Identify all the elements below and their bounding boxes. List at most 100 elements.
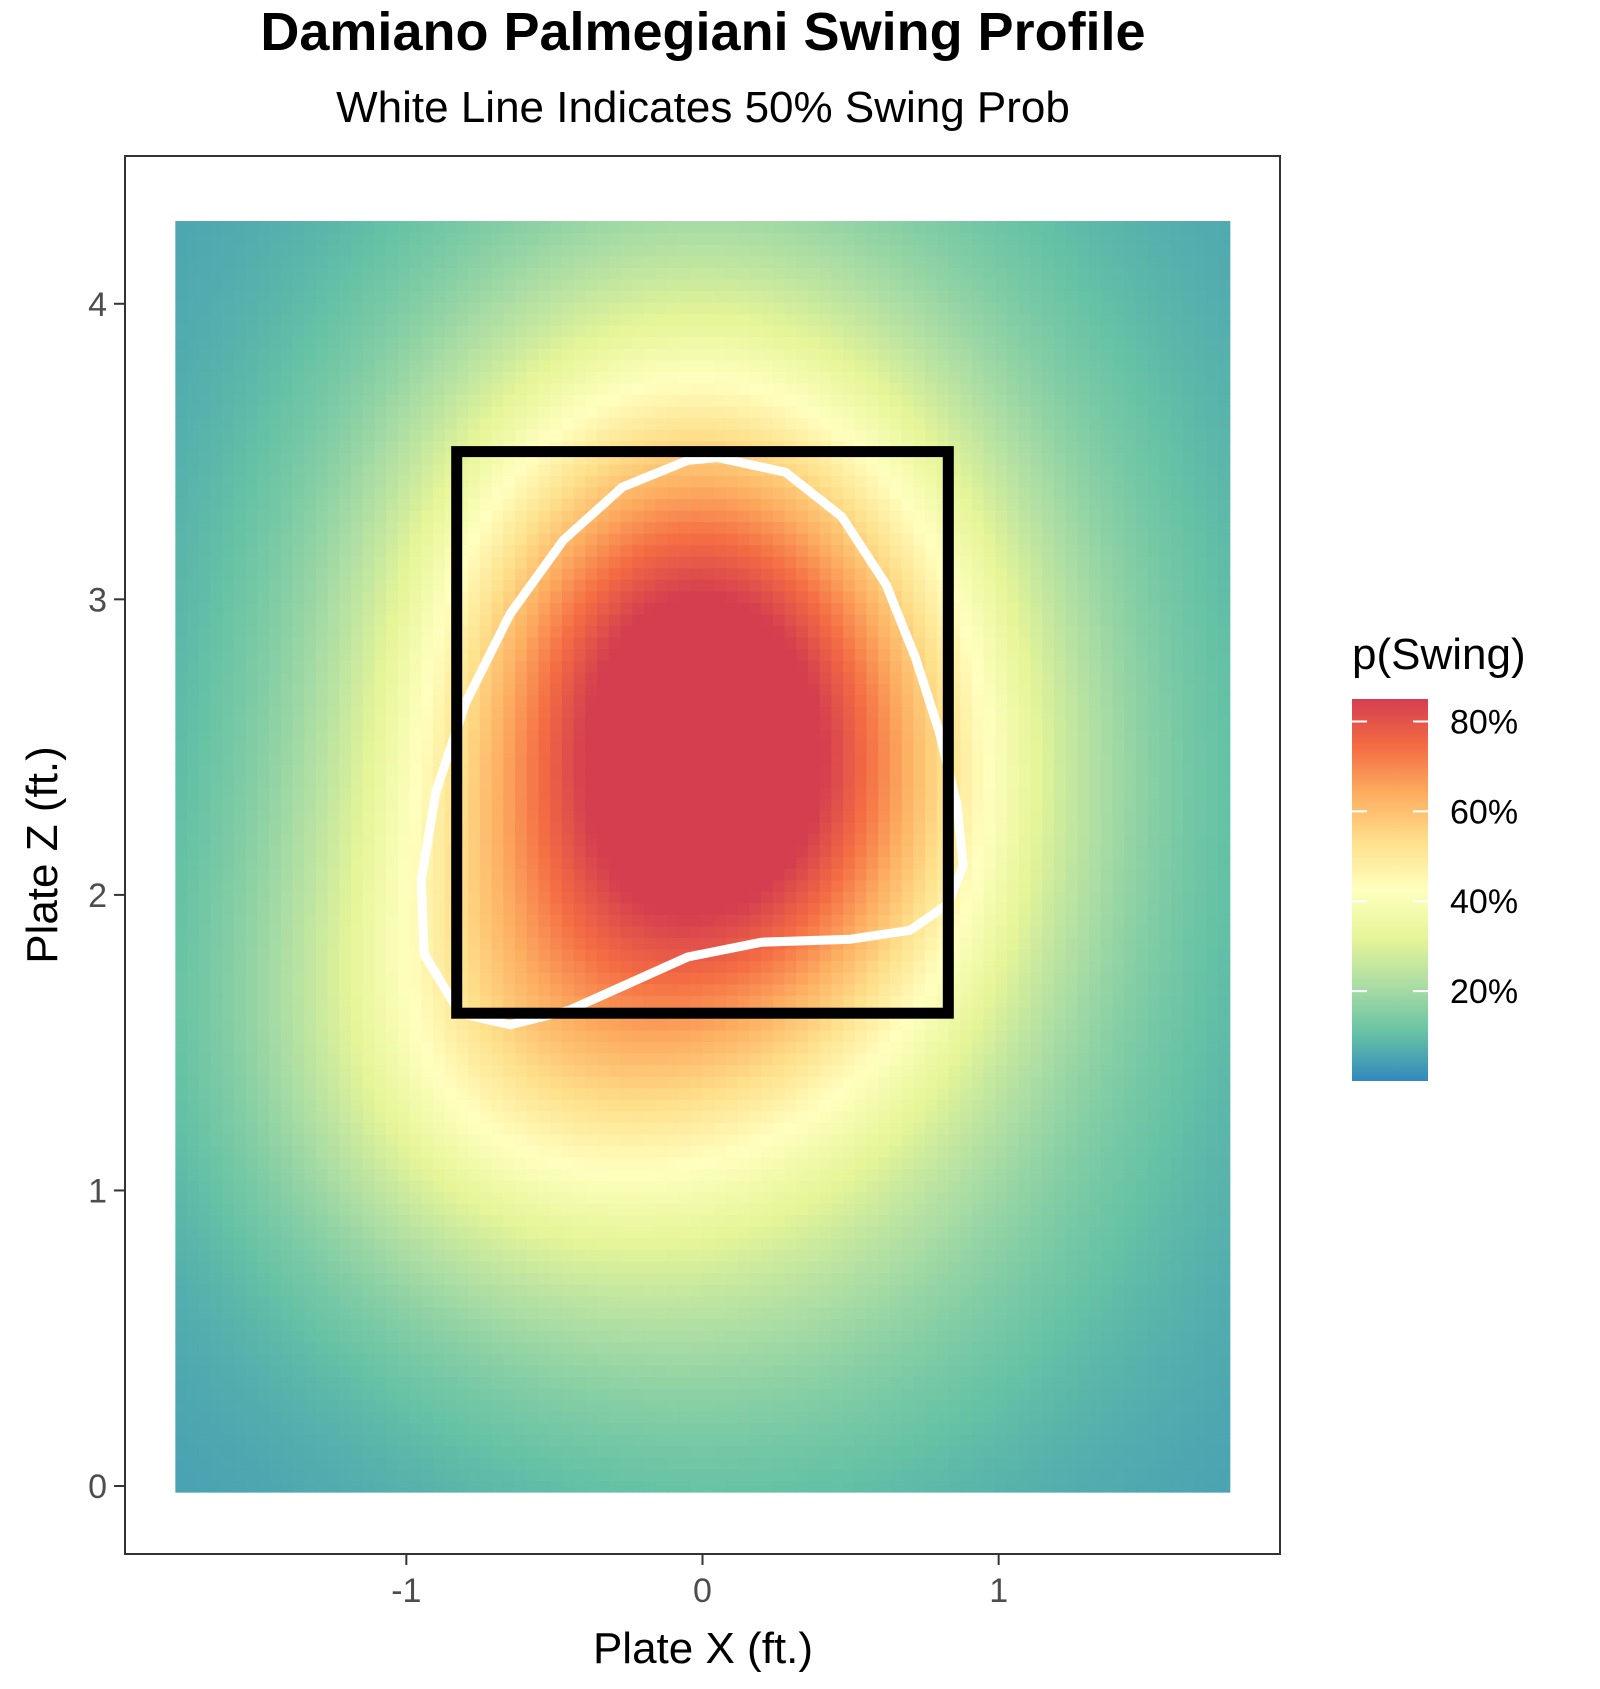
heat-tile (362, 1156, 376, 1170)
heat-tile (304, 983, 317, 996)
heat-tile (351, 1249, 364, 1262)
heat-tile (679, 1237, 692, 1250)
heat-tile (292, 960, 305, 973)
heat-tile (245, 948, 259, 962)
heat-tile (456, 405, 469, 419)
heat-tile (351, 775, 364, 788)
heat-tile (491, 1318, 505, 1331)
heat-tile (561, 636, 575, 650)
heat-tile (550, 1133, 563, 1147)
heat-tile (679, 844, 692, 858)
heat-tile (175, 1018, 188, 1031)
heat-tile (491, 740, 505, 754)
heat-tile (280, 1272, 294, 1285)
heat-tile (444, 1214, 458, 1227)
heat-tile (233, 1006, 247, 1019)
heat-tile (374, 1341, 387, 1354)
heat-tile (233, 544, 247, 557)
heat-tile (643, 1249, 657, 1262)
heat-tile (667, 544, 680, 557)
heat-tile (468, 509, 481, 523)
heat-tile (690, 313, 704, 326)
heat-tile (339, 891, 352, 904)
heat-tile (679, 498, 692, 511)
heat-tile (175, 1318, 188, 1331)
heat-tile (397, 1156, 411, 1170)
heat-tile (538, 371, 551, 384)
heat-tile (315, 1318, 329, 1331)
heat-tile (210, 348, 223, 361)
heat-tile (280, 787, 294, 800)
heat-tile (339, 706, 352, 719)
heat-tile (397, 1018, 411, 1031)
heat-tile (409, 579, 423, 592)
heat-tile (374, 683, 387, 696)
heat-tile (257, 810, 270, 823)
heat-tile (421, 1353, 434, 1366)
heat-tile (655, 1249, 669, 1262)
heat-tile (667, 382, 680, 396)
heat-tile (632, 914, 645, 927)
heat-tile (386, 891, 399, 904)
heat-tile (280, 671, 294, 684)
heat-tile (702, 1295, 715, 1308)
heat-tile (690, 1052, 704, 1066)
heat-tile (233, 787, 247, 800)
heat-tile (292, 1376, 305, 1389)
heat-tile (620, 1018, 633, 1031)
heat-tile (585, 636, 598, 650)
heat-tile (175, 683, 188, 696)
heat-tile (175, 278, 188, 292)
heat-tile (374, 556, 387, 569)
heat-tile (210, 1064, 223, 1077)
heat-tile (503, 1041, 516, 1054)
heat-tile (245, 1018, 259, 1031)
heat-tile (315, 1029, 329, 1043)
heat-tile (690, 1411, 704, 1424)
heat-tile (304, 879, 317, 892)
heat-tile (643, 221, 657, 234)
heat-tile (503, 1110, 516, 1123)
heat-tile (585, 1341, 598, 1354)
heat-tile (233, 463, 247, 476)
heat-tile (339, 648, 352, 661)
heat-tile (620, 382, 633, 396)
heat-tile (351, 914, 364, 927)
heat-tile (444, 1411, 458, 1424)
heat-tile (632, 717, 645, 731)
heat-tile (468, 232, 481, 245)
heat-tile (503, 590, 516, 603)
heat-tile (257, 290, 270, 303)
heat-tile (608, 798, 622, 811)
heat-tile (503, 359, 516, 372)
heat-tile (210, 1237, 223, 1250)
heat-tile (351, 1353, 364, 1366)
heat-tile (175, 417, 188, 430)
heat-tile (561, 660, 575, 673)
heat-tile (643, 648, 657, 661)
heat-tile (632, 498, 645, 511)
heat-tile (315, 752, 329, 765)
heat-tile (503, 544, 516, 557)
heat-tile (597, 1145, 610, 1158)
heat-tile (304, 1052, 317, 1066)
heat-tile (292, 255, 305, 268)
heat-tile (409, 1133, 423, 1147)
heat-tile (643, 1168, 657, 1181)
heat-tile (257, 775, 270, 788)
heat-tile (679, 1226, 692, 1239)
heat-tile (433, 1006, 446, 1019)
heat-tile (608, 602, 622, 615)
heat-tile (315, 995, 329, 1008)
heat-tile (362, 394, 376, 407)
heat-tile (479, 359, 493, 372)
heat-tile (538, 787, 551, 800)
heat-tile (409, 821, 423, 835)
heat-tile (362, 787, 376, 800)
heat-tile (479, 232, 493, 245)
heat-tile (538, 729, 551, 742)
heat-tile (304, 1307, 317, 1320)
heat-tile (585, 405, 598, 419)
heat-tile (257, 983, 270, 996)
heat-tile (397, 636, 411, 650)
